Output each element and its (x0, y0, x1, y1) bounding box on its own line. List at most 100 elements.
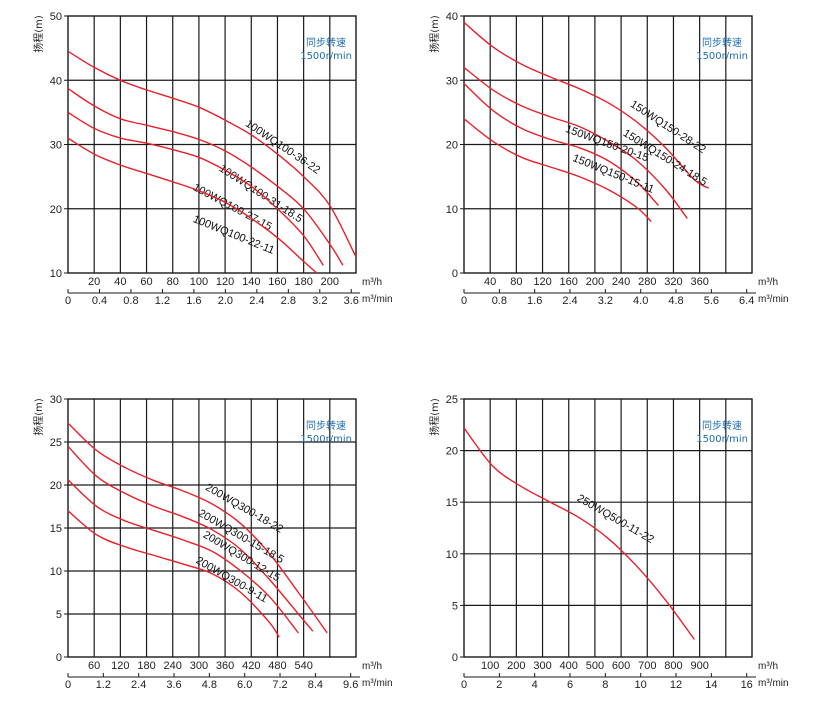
plot-frame (463, 398, 753, 658)
chart-panel-3: 0 5 10 15 20 25 30 扬程(m) 60 120 180 240 300 360 420 480… (32, 394, 393, 691)
speed-note-title: 同步转速 (702, 36, 742, 49)
curve-label: 250WQ500-11-22 (575, 492, 656, 546)
y-tick-label: 20 (446, 140, 458, 152)
secondary-tick-label: 6 (567, 679, 573, 691)
flow-tick-label: 800 (664, 660, 682, 672)
secondary-tick-label: 16 (741, 679, 753, 691)
secondary-axis-title: m³/min (758, 294, 789, 305)
speed-note-value: 1500r/min (300, 51, 352, 62)
flow-unit-label: m³/h (362, 277, 382, 288)
speed-note-value: 1500r/min (696, 51, 748, 62)
curve-100WQ100-27-15 (67, 111, 324, 266)
secondary-tick-label: 12 (670, 679, 682, 691)
flow-unit-label: m³/h (758, 661, 778, 672)
y-tick-label: 10 (446, 204, 458, 216)
y-tick-label: 30 (50, 140, 62, 152)
y-tick-label: 25 (50, 437, 62, 449)
secondary-tick-label: 7.2 (272, 679, 287, 691)
y-tick-label: 0 (452, 268, 458, 280)
curve-100WQ100-31-18.5 (67, 88, 344, 266)
curve-200WQ300-18-22 (67, 422, 328, 634)
speed-note-title: 同步转速 (702, 419, 742, 432)
curve-250WQ500-11-22 (463, 427, 695, 640)
flow-tick-label: 700 (638, 660, 656, 672)
curve-200WQ300-12-15 (67, 479, 299, 634)
flow-tick-label: 500 (586, 660, 604, 672)
chart-panel-2: 0 10 20 30 40 扬程(m) 40 80 120 160 200 240 280 320 360 m… (428, 11, 789, 307)
secondary-tick-label: 1.6 (186, 295, 201, 307)
curve-150WQ150-24-18.5 (463, 66, 688, 219)
flow-tick-label: 80 (167, 276, 179, 288)
flow-tick-label: 40 (484, 276, 496, 288)
flow-tick-label: 180 (294, 276, 312, 288)
secondary-tick-label: 0 (461, 295, 467, 307)
curve-150WQ150-20-15 (463, 82, 659, 206)
curve-100WQ100-22-11 (67, 137, 318, 274)
flow-tick-label: 20 (88, 276, 100, 288)
speed-note-title: 同步转速 (306, 36, 346, 49)
secondary-tick-label: 0.8 (123, 295, 138, 307)
flow-tick-label: 480 (268, 660, 286, 672)
secondary-tick-label: 8.4 (308, 679, 323, 691)
y-tick-label: 40 (50, 75, 62, 87)
secondary-tick-label: 0.8 (492, 295, 507, 307)
flow-tick-label: 200 (321, 276, 339, 288)
secondary-tick-label: 0 (65, 679, 71, 691)
secondary-tick-label: 0 (461, 679, 467, 691)
flow-tick-label: 100 (190, 276, 208, 288)
secondary-tick-label: 2.8 (281, 295, 296, 307)
curve-200WQ300-15-18.5 (67, 445, 314, 632)
y-tick-label: 20 (446, 446, 458, 458)
curve-200WQ300-9-11 (67, 510, 280, 638)
flow-tick-label: 540 (294, 660, 312, 672)
flow-tick-label: 160 (268, 276, 286, 288)
y-tick-label: 20 (50, 204, 62, 216)
y-tick-label: 30 (446, 75, 458, 87)
y-tick-label: 30 (50, 394, 62, 406)
chart-panel-1: 10 20 30 40 50 扬程(m) 20 40 60 80 100 120 140 160 180 20… (32, 11, 393, 307)
secondary-tick-label: 2 (496, 679, 502, 691)
secondary-tick-label: 2.4 (562, 295, 577, 307)
y-axis-title: 扬程(m) (428, 15, 441, 53)
flow-tick-label: 240 (612, 276, 630, 288)
flow-tick-label: 200 (586, 276, 604, 288)
secondary-tick-label: 1.2 (155, 295, 170, 307)
secondary-tick-label: 6.0 (237, 679, 252, 691)
flow-tick-label: 600 (612, 660, 630, 672)
secondary-tick-label: 4.8 (668, 295, 683, 307)
flow-tick-label: 60 (140, 276, 152, 288)
flow-unit-label: m³/h (758, 277, 778, 288)
secondary-axis-title: m³/min (362, 678, 393, 689)
flow-tick-label: 280 (638, 276, 656, 288)
y-tick-label: 10 (50, 268, 62, 280)
flow-tick-label: 160 (560, 276, 578, 288)
curve-100WQ100-36-22 (67, 50, 357, 258)
secondary-tick-label: 3.2 (312, 295, 327, 307)
secondary-tick-label: 2.0 (218, 295, 233, 307)
curve-150WQ150-28-22 (463, 21, 710, 189)
y-tick-label: 25 (446, 394, 458, 406)
secondary-tick-label: 10 (635, 679, 647, 691)
flow-tick-label: 200 (507, 660, 525, 672)
y-tick-label: 0 (56, 652, 62, 664)
flow-tick-label: 320 (664, 276, 682, 288)
y-tick-label: 15 (446, 497, 458, 509)
secondary-axis-title: m³/min (758, 678, 789, 689)
y-tick-label: 50 (50, 11, 62, 23)
secondary-tick-label: 4.8 (202, 679, 217, 691)
flow-tick-label: 300 (533, 660, 551, 672)
speed-note-value: 1500r/min (696, 434, 748, 445)
secondary-tick-label: 14 (705, 679, 717, 691)
flow-tick-label: 80 (510, 276, 522, 288)
secondary-tick-label: 1.6 (527, 295, 542, 307)
flow-tick-label: 240 (164, 660, 182, 672)
y-axis-title: 扬程(m) (428, 398, 441, 436)
secondary-tick-label: 8 (602, 679, 608, 691)
flow-tick-label: 120 (533, 276, 551, 288)
flow-tick-label: 120 (111, 660, 129, 672)
y-axis-title: 扬程(m) (32, 15, 45, 53)
secondary-tick-label: 3.6 (344, 295, 359, 307)
y-tick-label: 5 (452, 600, 458, 612)
y-axis-title: 扬程(m) (32, 398, 45, 436)
